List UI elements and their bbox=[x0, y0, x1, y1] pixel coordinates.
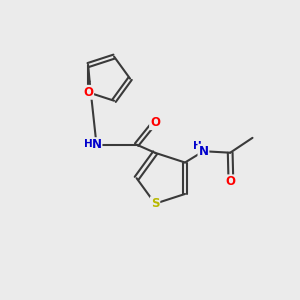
Text: H: H bbox=[193, 141, 201, 151]
Text: H: H bbox=[84, 139, 93, 149]
Text: S: S bbox=[151, 197, 159, 210]
Text: O: O bbox=[226, 175, 236, 188]
Text: O: O bbox=[83, 86, 93, 99]
Text: O: O bbox=[150, 116, 160, 129]
Text: N: N bbox=[198, 145, 208, 158]
Text: N: N bbox=[92, 138, 101, 151]
